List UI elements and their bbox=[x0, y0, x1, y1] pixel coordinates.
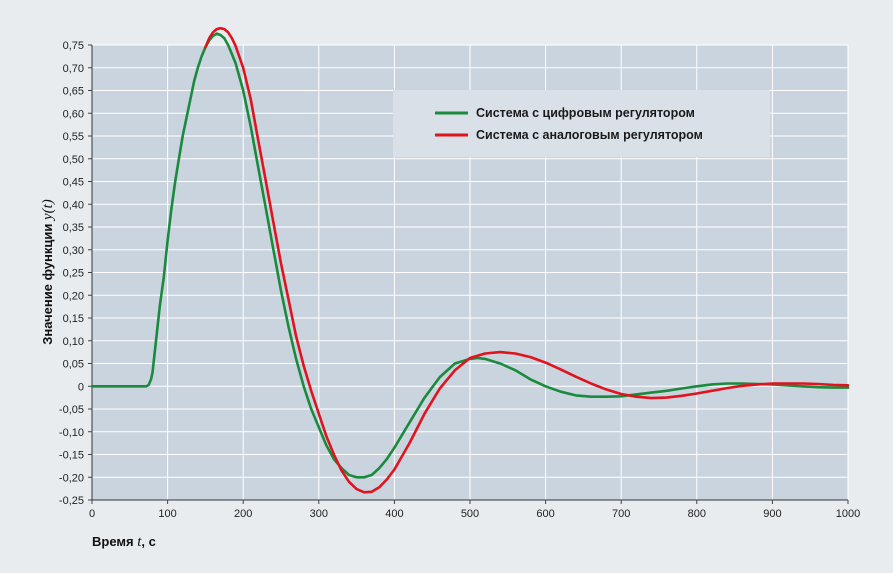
y-tick-label: 0,35 bbox=[63, 222, 84, 234]
x-tick-label: 700 bbox=[612, 508, 630, 520]
legend-label-analog: Система с аналоговым регулятором bbox=[476, 128, 703, 142]
y-tick-label: 0,75 bbox=[63, 40, 84, 52]
y-tick-label: -0,20 bbox=[59, 472, 84, 484]
x-tick-label: 500 bbox=[461, 508, 479, 520]
x-tick-label: 600 bbox=[536, 508, 554, 520]
legend: Система с цифровым регулятором Система с… bbox=[393, 90, 770, 157]
x-tick-label: 300 bbox=[310, 508, 328, 520]
y-tick-label: -0,15 bbox=[59, 450, 84, 462]
x-tick-label: 100 bbox=[158, 508, 176, 520]
y-tick-label: 0,40 bbox=[63, 199, 84, 211]
x-tick-label: 0 bbox=[89, 508, 95, 520]
y-tick-label: 0,50 bbox=[63, 154, 84, 166]
y-tick-label: 0,15 bbox=[63, 313, 84, 325]
legend-box bbox=[393, 90, 770, 157]
y-tick-label: 0,30 bbox=[63, 245, 84, 257]
y-tick-label: 0,10 bbox=[63, 336, 84, 348]
y-tick-label: 0,45 bbox=[63, 177, 84, 189]
y-tick-label: 0 bbox=[78, 381, 84, 393]
axes: 0 100 200 300 400 500 600 700 800 900 1000 0,75 0,70… bbox=[59, 40, 860, 520]
x-tick-label: 400 bbox=[385, 508, 403, 520]
y-tick-label: -0,25 bbox=[59, 495, 84, 507]
y-tick-label: 0,70 bbox=[63, 63, 84, 75]
x-tick-label: 200 bbox=[234, 508, 252, 520]
x-tick-label: 1000 bbox=[836, 508, 860, 520]
x-tick-label: 800 bbox=[688, 508, 706, 520]
y-tick-label: 0,55 bbox=[63, 131, 84, 143]
y-axis-label: Значение функции y(t) bbox=[40, 199, 56, 345]
x-axis-label: Время t, с bbox=[92, 534, 156, 550]
y-tick-label: -0,10 bbox=[59, 427, 84, 439]
y-tick-label: 0,20 bbox=[63, 290, 84, 302]
x-tick-label: 900 bbox=[763, 508, 781, 520]
y-tick-label: 0,65 bbox=[63, 86, 84, 98]
y-tick-label: 0,05 bbox=[63, 359, 84, 371]
series-line-digital bbox=[90, 32, 850, 479]
legend-label-digital: Система с цифровым регулятором bbox=[476, 106, 695, 120]
y-tick-label: 0,60 bbox=[63, 108, 84, 120]
series-line-analog bbox=[204, 26, 850, 494]
y-tick-label: -0,05 bbox=[59, 404, 84, 416]
y-tick-label: 0,25 bbox=[63, 268, 84, 280]
series-group bbox=[90, 26, 850, 494]
